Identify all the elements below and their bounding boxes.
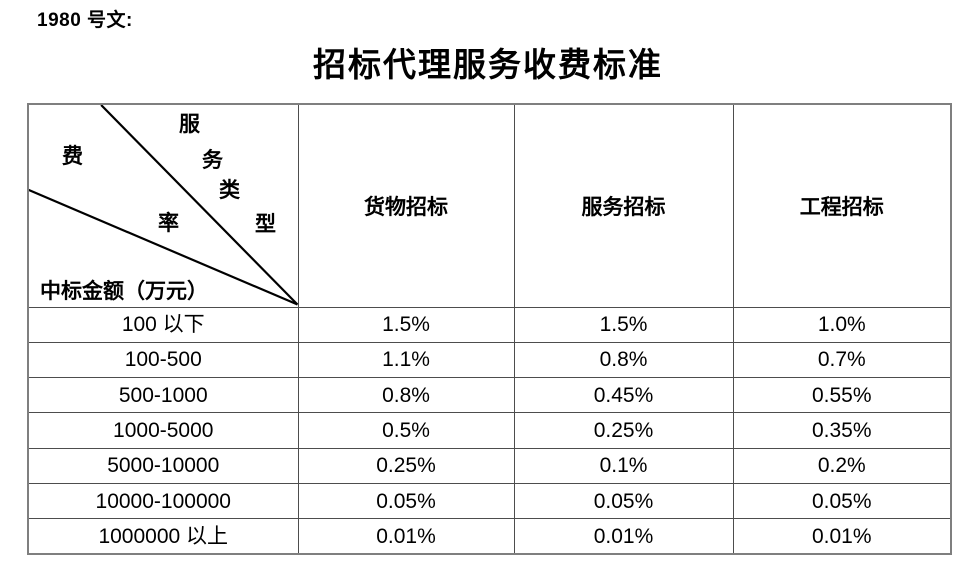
table-row: 1000-5000 0.5% 0.25% 0.35% bbox=[27, 412, 952, 449]
row-label-amount-range: 10000-100000 bbox=[27, 482, 299, 520]
column-header-services-bidding: 服务招标 bbox=[513, 103, 734, 308]
row-label-amount-range: 100-500 bbox=[27, 341, 299, 379]
corner-label-service-type-char: 型 bbox=[255, 211, 276, 236]
corner-label-service-type-char: 务 bbox=[202, 147, 223, 172]
fee-cell: 0.5% bbox=[297, 412, 515, 449]
fee-cell: 0.01% bbox=[513, 518, 734, 555]
fee-cell: 0.45% bbox=[513, 377, 734, 414]
fee-cell: 1.5% bbox=[297, 306, 515, 343]
page-title: 招标代理服务收费标准 bbox=[313, 45, 663, 84]
row-label-amount-range: 500-1000 bbox=[27, 377, 299, 414]
row-label-amount-range: 100 以下 bbox=[27, 306, 299, 343]
fee-cell: 0.1% bbox=[513, 447, 734, 484]
fee-cell: 0.25% bbox=[513, 412, 734, 449]
table-row: 1000000 以上 0.01% 0.01% 0.01% bbox=[27, 518, 952, 555]
fee-cell: 0.8% bbox=[513, 341, 734, 379]
row-label-amount-range: 1000000 以上 bbox=[27, 518, 299, 555]
fee-cell: 0.05% bbox=[732, 482, 952, 520]
column-header-goods-bidding: 货物招标 bbox=[297, 103, 515, 308]
doc-ref-label: 1980 号文: bbox=[37, 10, 133, 31]
table-row: 500-1000 0.8% 0.45% 0.55% bbox=[27, 377, 952, 414]
fee-cell: 0.2% bbox=[732, 447, 952, 484]
table-row: 5000-10000 0.25% 0.1% 0.2% bbox=[27, 447, 952, 484]
fee-cell: 1.0% bbox=[732, 306, 952, 343]
table-row: 10000-100000 0.05% 0.05% 0.05% bbox=[27, 482, 952, 520]
table-row: 100 以下 1.5% 1.5% 1.0% bbox=[27, 306, 952, 343]
fee-cell: 0.25% bbox=[297, 447, 515, 484]
corner-label-fee-rate-char: 率 bbox=[158, 210, 179, 235]
fee-table: 服 费 务 类 率 型 中标金额（万元） 货物招标 服务招标 工程招标 100 … bbox=[27, 103, 952, 555]
diagonal-divider-lines bbox=[29, 105, 297, 306]
fee-cell: 0.01% bbox=[732, 518, 952, 555]
row-label-amount-range: 5000-10000 bbox=[27, 447, 299, 484]
row-label-amount-range: 1000-5000 bbox=[27, 412, 299, 449]
fee-cell: 0.05% bbox=[513, 482, 734, 520]
table-row: 100-500 1.1% 0.8% 0.7% bbox=[27, 341, 952, 379]
fee-cell: 0.7% bbox=[732, 341, 952, 379]
fee-cell: 1.5% bbox=[513, 306, 734, 343]
table-corner-cell: 服 费 务 类 率 型 中标金额（万元） bbox=[27, 103, 299, 308]
corner-label-fee-rate-char: 费 bbox=[62, 143, 83, 168]
fee-cell: 1.1% bbox=[297, 341, 515, 379]
corner-label-service-type-char: 服 bbox=[179, 111, 200, 136]
fee-cell: 0.35% bbox=[732, 412, 952, 449]
fee-cell: 0.8% bbox=[297, 377, 515, 414]
header-row: 服 费 务 类 率 型 中标金额（万元） 货物招标 服务招标 工程招标 bbox=[27, 103, 952, 308]
fee-cell: 0.55% bbox=[732, 377, 952, 414]
corner-label-service-type-char: 类 bbox=[219, 177, 240, 202]
column-header-works-bidding: 工程招标 bbox=[732, 103, 952, 308]
fee-cell: 0.05% bbox=[297, 482, 515, 520]
corner-row-axis-label: 中标金额（万元） bbox=[40, 278, 208, 303]
fee-cell: 0.01% bbox=[297, 518, 515, 555]
